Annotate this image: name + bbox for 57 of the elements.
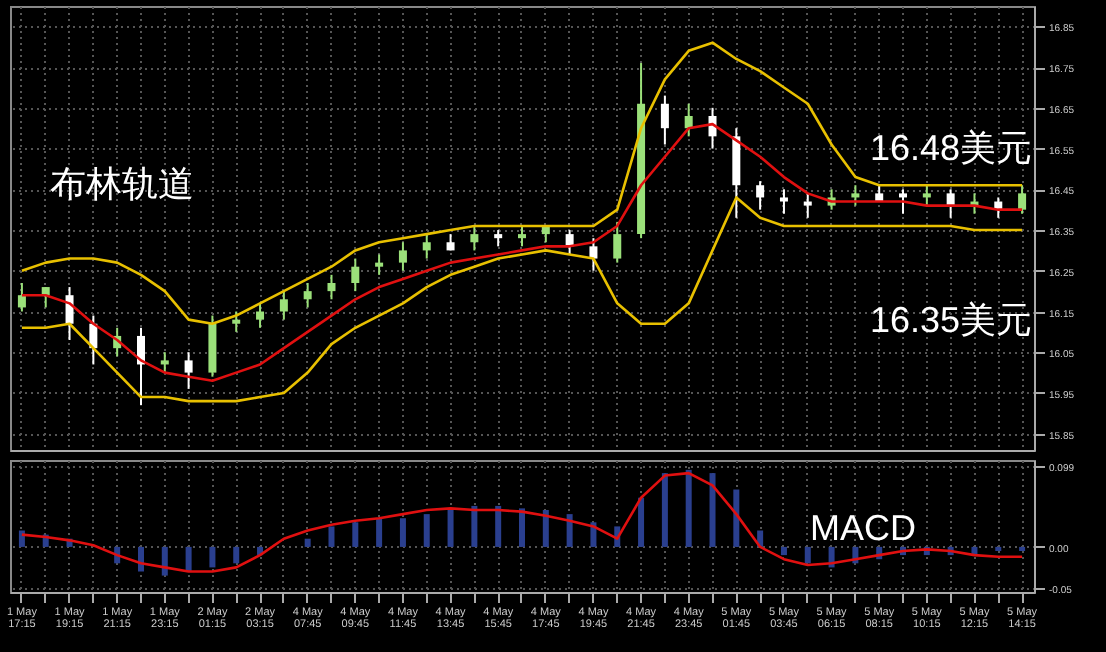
candlestick — [398, 241, 407, 272]
bar — [352, 522, 359, 547]
candlestick — [946, 188, 955, 219]
bar — [780, 546, 787, 556]
bar — [566, 514, 573, 547]
candlestick — [613, 220, 622, 264]
candlestick — [589, 237, 598, 272]
bar — [638, 497, 645, 547]
candlestick — [232, 310, 241, 333]
candlestick — [184, 351, 193, 390]
candlestick — [684, 102, 693, 138]
candlestick — [779, 188, 788, 215]
candlestick — [470, 224, 479, 252]
bar — [399, 518, 406, 547]
candlestick — [303, 281, 312, 309]
bar — [542, 510, 549, 547]
bar — [376, 518, 383, 547]
candlestick — [756, 180, 765, 211]
candlestick — [899, 188, 908, 215]
bar — [209, 546, 216, 568]
candlestick — [422, 233, 431, 260]
candlestick — [351, 257, 360, 293]
candlestick — [279, 290, 288, 321]
bar — [304, 538, 311, 547]
bar — [18, 530, 25, 547]
candlestick — [1018, 184, 1027, 215]
bar — [328, 526, 335, 547]
bar — [495, 505, 502, 547]
annotation: 16.48美元 — [870, 128, 1033, 168]
bar — [804, 546, 811, 564]
annotation: MACD — [810, 508, 916, 548]
bar — [661, 473, 668, 547]
candlestick — [518, 224, 526, 248]
bar — [709, 473, 716, 547]
bar — [185, 546, 192, 572]
candlestick — [660, 94, 669, 146]
candlestick — [17, 281, 26, 313]
bar — [995, 546, 1002, 552]
bar — [447, 510, 454, 547]
bar — [423, 514, 430, 547]
bar — [161, 546, 168, 576]
candlestick — [375, 253, 384, 276]
annotation: 布林轨道 — [50, 164, 194, 204]
bar — [733, 489, 740, 547]
candlestick — [803, 192, 812, 219]
line-series — [20, 471, 1024, 573]
annotation: 16.35美元 — [870, 300, 1033, 340]
candlestick — [922, 184, 931, 207]
bar — [471, 505, 478, 547]
bar — [519, 508, 525, 547]
bar — [233, 546, 240, 564]
candlestick — [160, 351, 169, 374]
candlestick — [327, 273, 336, 301]
bar — [1019, 546, 1026, 552]
candlestick — [256, 302, 265, 329]
bar — [685, 469, 692, 547]
candlestick — [851, 184, 860, 207]
